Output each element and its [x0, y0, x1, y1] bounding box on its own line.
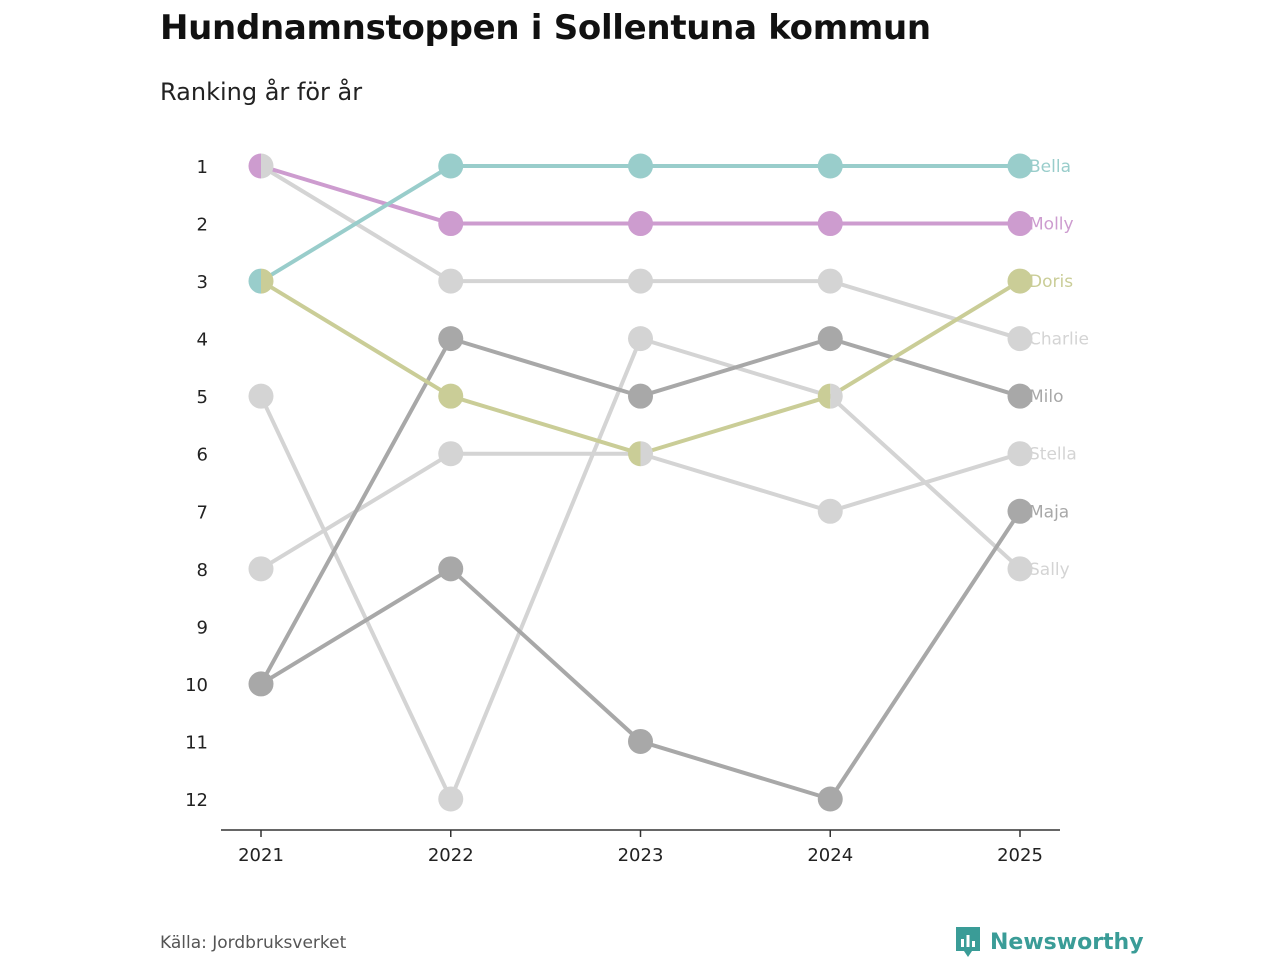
y-tick-label: 5: [197, 387, 208, 408]
point-doris-2024: [817, 383, 831, 409]
source-note: Källa: Jordbruksverket: [160, 933, 347, 953]
point-charlie-2024: [817, 268, 843, 294]
x-tick-label: 2022: [428, 845, 474, 866]
point-bella-2022: [438, 153, 464, 179]
point-sally-2025: [1007, 556, 1033, 582]
point-bella-2025: [1007, 153, 1033, 179]
point-molly-2023: [628, 211, 653, 237]
newsworthy-logo-icon: [956, 927, 980, 957]
series-label-molly: Molly: [1029, 215, 1074, 235]
point-stella-2024: [817, 498, 843, 524]
series-label-charlie: Charlie: [1029, 330, 1089, 350]
x-tick-label: 2021: [238, 845, 284, 866]
point-bella-2024: [817, 153, 843, 179]
x-tick-label: 2024: [807, 845, 853, 866]
point-milo-2023: [628, 383, 653, 409]
y-tick-label: 10: [185, 675, 208, 696]
point-milo-2022: [438, 326, 464, 352]
point-maja-2021: [261, 671, 274, 697]
point-molly-2025: [1007, 211, 1033, 237]
point-doris-2025: [1007, 268, 1033, 294]
point-charlie-2025: [1007, 326, 1033, 352]
point-molly-2024: [817, 211, 843, 237]
point-doris-2022: [438, 383, 464, 409]
y-tick-label: 8: [197, 560, 208, 581]
point-milo-2024: [817, 326, 843, 352]
y-tick-label: 9: [197, 617, 208, 638]
point-maja-2022: [438, 556, 464, 582]
series-label-stella: Stella: [1029, 445, 1077, 465]
point-molly-2022: [438, 211, 464, 237]
x-tick-label: 2025: [997, 845, 1043, 866]
brand-logo[interactable]: Newsworthy: [954, 925, 1144, 959]
series-line-stella: [259, 451, 1022, 571]
point-charlie-2023: [628, 268, 653, 294]
point-milo-2025: [1007, 383, 1033, 409]
y-tick-label: 11: [185, 732, 208, 753]
point-stella-2025: [1007, 441, 1033, 467]
series-label-sally: Sally: [1029, 560, 1070, 580]
point-charlie-2021: [261, 153, 274, 179]
point-maja-2023: [628, 728, 653, 754]
series-label-doris: Doris: [1029, 272, 1073, 292]
point-doris-2021: [261, 268, 274, 294]
series-line-doris: [259, 279, 1022, 456]
y-tick-label: 6: [197, 445, 208, 466]
chart-title: Hundnamnstoppen i Sollentuna kommun: [160, 8, 931, 48]
y-tick-label: 1: [197, 157, 208, 178]
point-molly-2021: [248, 153, 261, 179]
point-doris-2023: [628, 441, 641, 467]
point-milo-2021: [248, 671, 261, 697]
point-charlie-2022: [438, 268, 464, 294]
point-maja-2024: [817, 786, 843, 812]
point-bella-2021: [248, 268, 261, 294]
point-sally-2024: [830, 383, 843, 409]
point-sally-2022: [438, 786, 464, 812]
series-label-maja: Maja: [1029, 502, 1069, 522]
point-stella-2021: [248, 556, 274, 582]
series-line-maja: [259, 509, 1022, 801]
brand-name: Newsworthy: [990, 929, 1144, 955]
series-label-milo: Milo: [1029, 387, 1064, 407]
y-tick-label: 12: [185, 790, 208, 811]
series-line-charlie: [259, 164, 1022, 341]
point-maja-2025: [1007, 498, 1033, 524]
point-bella-2023: [628, 153, 653, 179]
point-stella-2023: [640, 441, 653, 467]
point-sally-2021: [248, 383, 274, 409]
y-tick-label: 7: [197, 502, 208, 523]
y-tick-label: 3: [197, 272, 208, 293]
point-sally-2023: [628, 326, 653, 352]
y-tick-label: 2: [197, 215, 208, 236]
chart-subtitle: Ranking år för år: [160, 78, 363, 106]
point-stella-2022: [438, 441, 464, 467]
y-tick-label: 4: [197, 330, 208, 351]
series-label-bella: Bella: [1029, 157, 1071, 177]
x-tick-label: 2023: [618, 845, 664, 866]
